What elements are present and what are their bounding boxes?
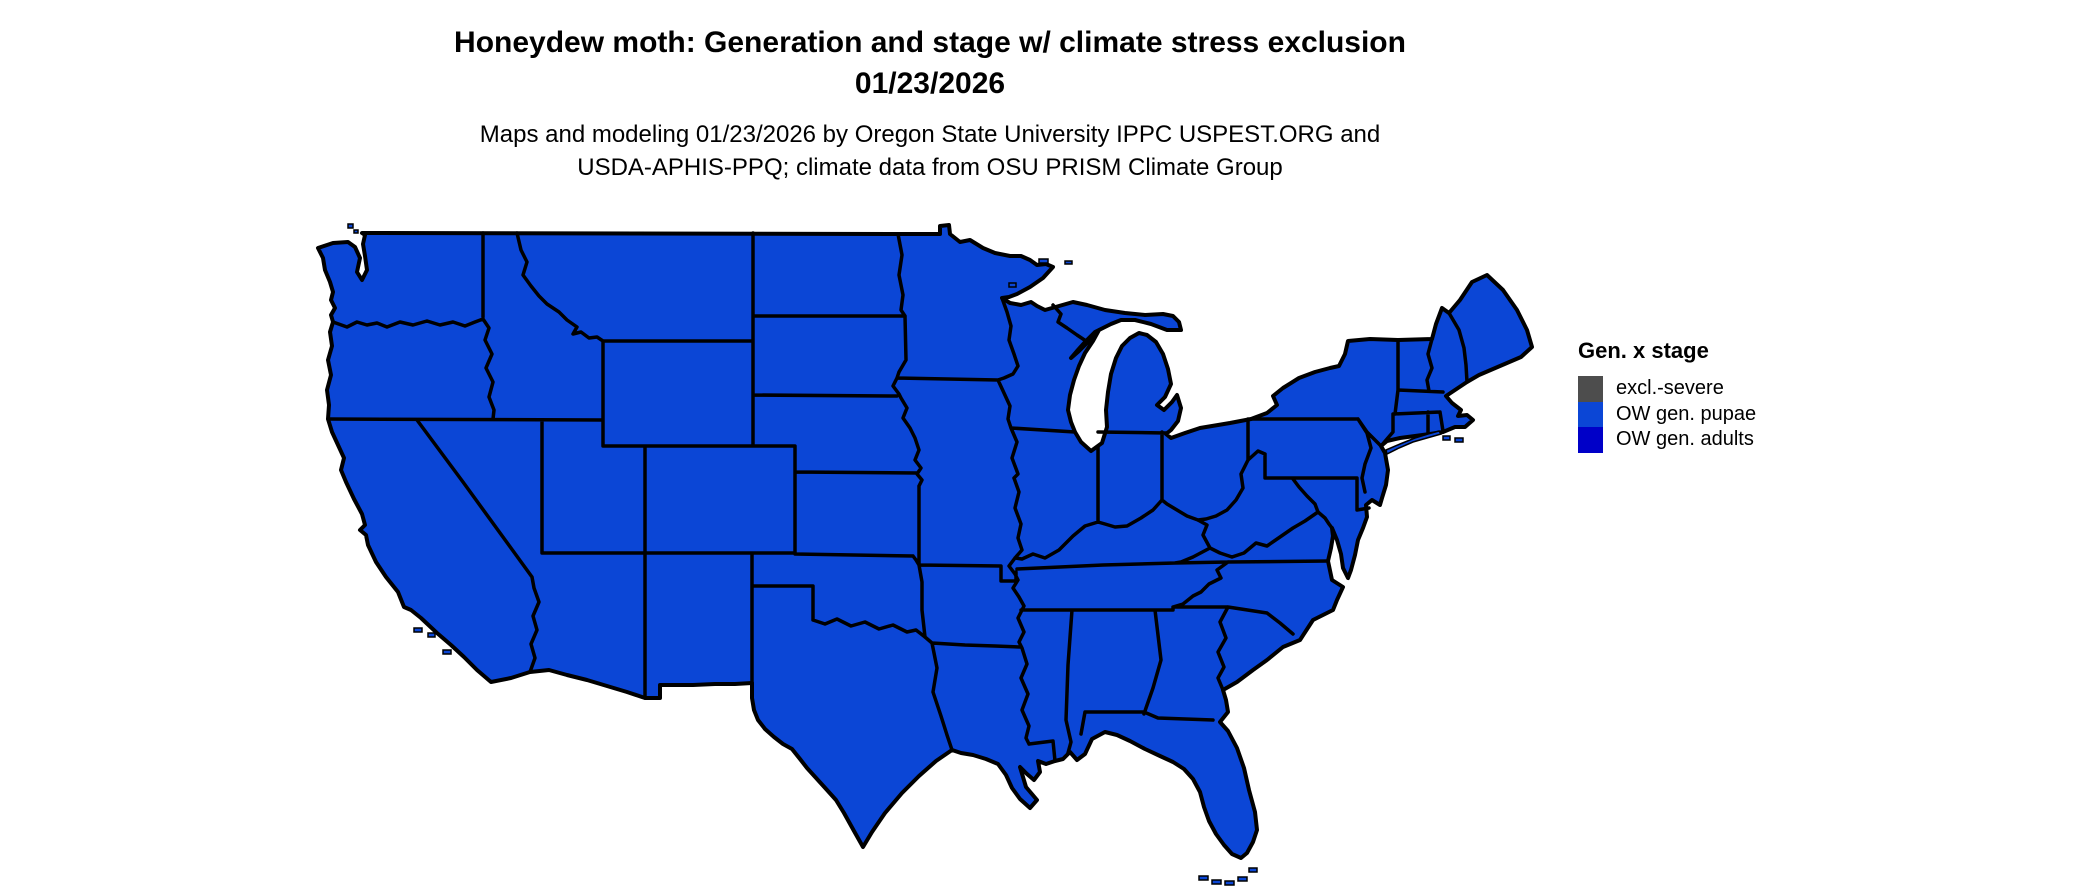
legend-swatch [1578, 376, 1603, 402]
page-title-line2: 01/23/2026 [854, 67, 1006, 100]
us-map [316, 223, 1534, 886]
legend-label: OW gen. adults [1616, 428, 1754, 451]
legend-item: excl.-severe [1578, 376, 1756, 402]
coastal-islands [347, 223, 1464, 886]
page-title-line1: Honeydew moth: Generation and stage w/ c… [454, 26, 1406, 59]
legend-items: excl.-severe OW gen. pupae OW gen. adults [1578, 376, 1756, 453]
us-outline [316, 223, 1534, 860]
legend-item: OW gen. adults [1578, 427, 1756, 453]
state-borders [326, 231, 1469, 763]
legend-swatch [1578, 427, 1603, 453]
legend-label: OW gen. pupae [1616, 402, 1757, 425]
subtitle-line2: USDA-APHIS-PPQ; climate data from OSU PR… [577, 154, 1283, 181]
legend-item: OW gen. pupae [1578, 401, 1757, 427]
legend: Gen. x stage excl.-severe OW gen. pupae OW… [1578, 338, 1756, 453]
legend-title: Gen. x stage [1578, 338, 1709, 363]
header: Honeydew moth: Generation and stage w/ c… [0, 22, 1860, 184]
subtitle-line1: Maps and modeling 01/23/2026 by Oregon S… [479, 121, 1381, 148]
subtitle: Maps and modeling 01/23/2026 by Oregon S… [0, 118, 1860, 184]
legend-swatch [1578, 401, 1603, 427]
legend-label: excl.-severe [1616, 377, 1724, 400]
